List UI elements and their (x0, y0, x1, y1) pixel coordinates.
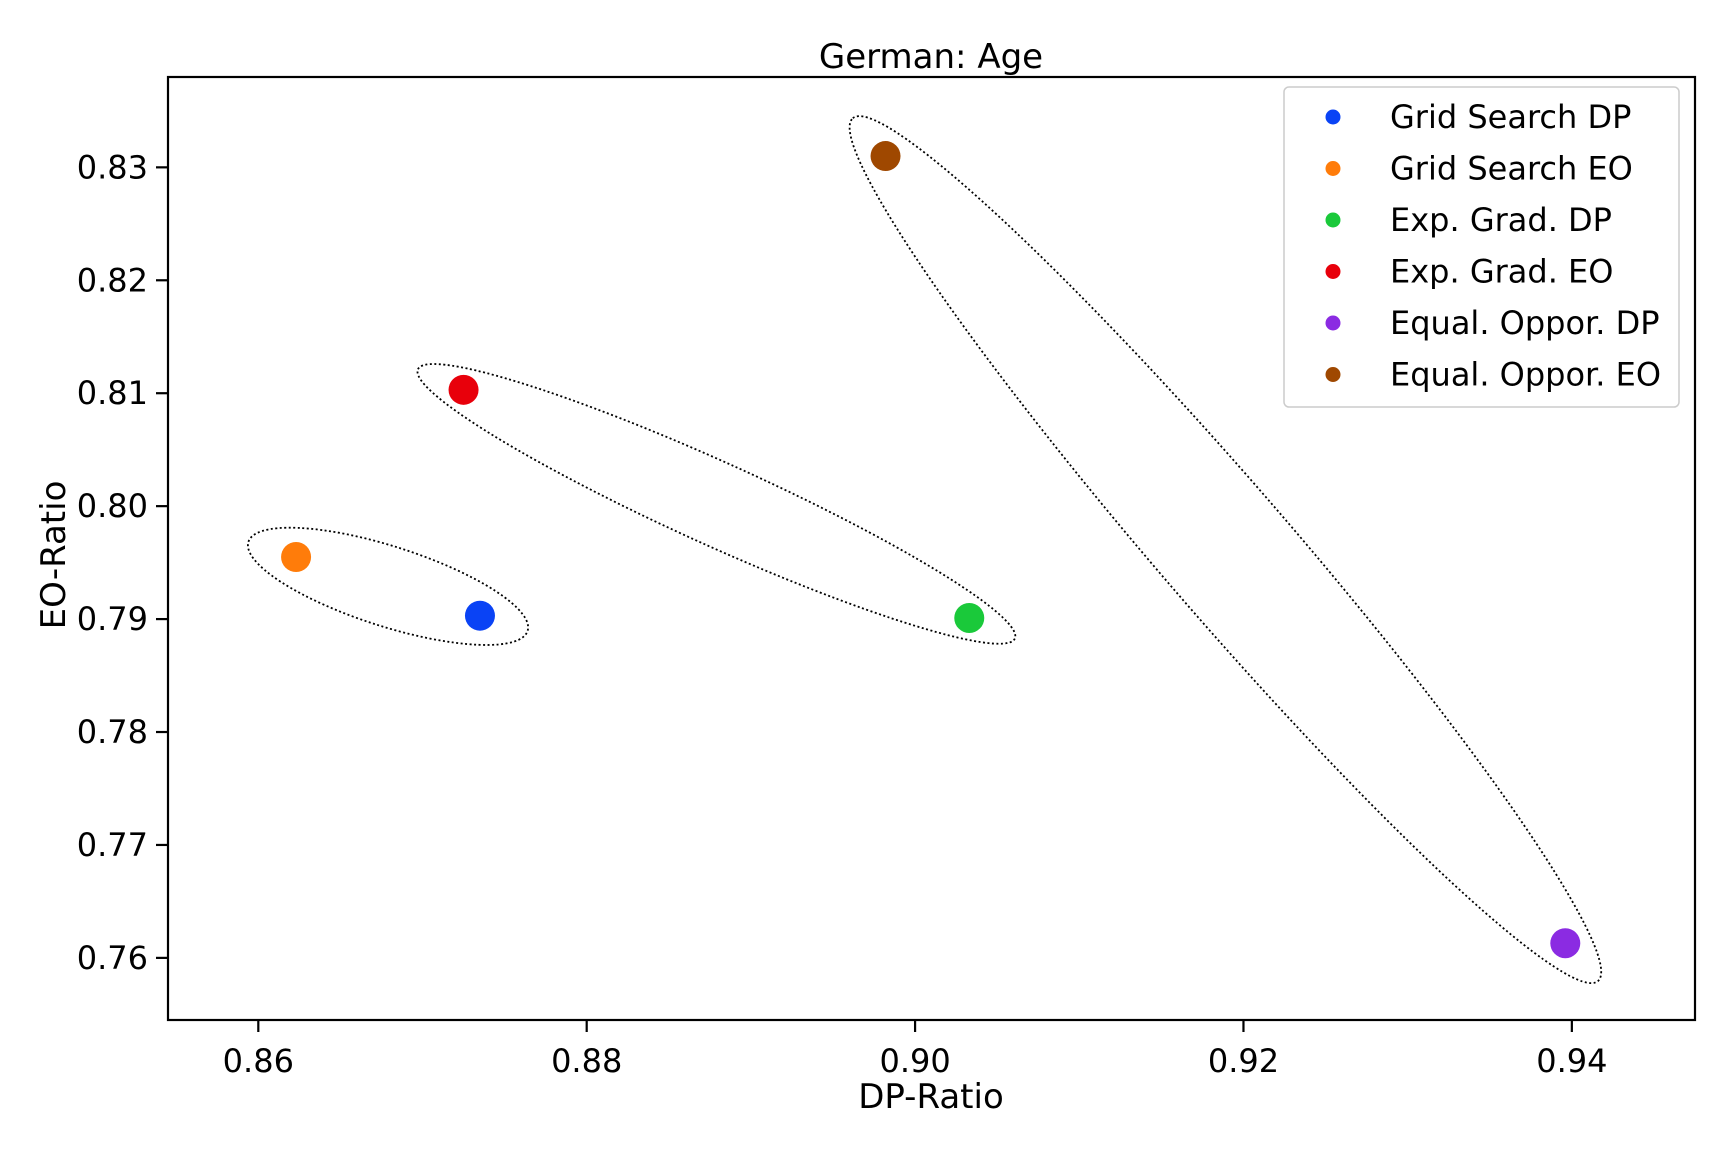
y-tick-label: 0.83 (77, 148, 148, 186)
y-tick-label: 0.81 (77, 374, 148, 412)
legend-frame (1283, 86, 1680, 408)
x-tick-label: 0.88 (551, 1042, 622, 1080)
y-tick-label: 0.77 (77, 826, 148, 864)
legend-marker (1325, 315, 1341, 331)
y-tick-label: 0.79 (77, 600, 148, 638)
legend-items: Grid Search DP Grid Search EO Exp. Grad. D… (1325, 98, 1661, 394)
legend-marker (1325, 264, 1341, 279)
x-tick-label: 0.90 (879, 1042, 950, 1080)
data-point (870, 141, 901, 172)
legend-marker (1325, 109, 1341, 125)
legend: Grid Search DP Grid Search EO Exp. Grad. D… (1283, 86, 1680, 408)
y-tick-label: 0.76 (77, 939, 148, 977)
y-axis-ticks: 0.76 0.77 0.78 0.79 0.80 0.81 0.82 0.83 (77, 148, 168, 977)
legend-label: Exp. Grad. DP (1390, 201, 1612, 239)
y-tick-label: 0.78 (77, 713, 148, 751)
legend-label: Grid Search DP (1390, 98, 1631, 136)
x-axis-label: DP-Ratio (858, 1077, 1004, 1117)
data-point (464, 600, 495, 631)
x-tick-label: 0.86 (223, 1042, 294, 1080)
legend-marker (1325, 212, 1341, 228)
group-ellipse (848, 115, 1603, 985)
plot-frame (166, 75, 1697, 1022)
x-tick-label: 0.94 (1536, 1042, 1607, 1080)
group-ellipse (416, 363, 1017, 645)
group-ellipse (247, 526, 530, 646)
data-point (954, 602, 985, 633)
legend-marker (1325, 161, 1341, 176)
y-tick-label: 0.82 (77, 261, 148, 299)
legend-marker (1325, 367, 1341, 382)
legend-label: Equal. Oppor. EO (1390, 356, 1661, 394)
data-point (448, 374, 479, 405)
y-axis-label: EO-Ratio (34, 481, 74, 630)
legend-label: Exp. Grad. EO (1390, 253, 1613, 291)
group-ellipses (247, 115, 1603, 985)
legend-label: Equal. Oppor. DP (1390, 304, 1660, 342)
data-point (281, 541, 312, 572)
x-tick-label: 0.92 (1208, 1042, 1279, 1080)
y-tick-label: 0.80 (77, 487, 148, 525)
legend-label: Grid Search EO (1390, 150, 1633, 188)
data-point (1550, 928, 1581, 959)
data-points (281, 141, 1581, 959)
chart-title: German: Age (819, 37, 1043, 77)
x-axis-ticks: 0.86 0.88 0.90 0.92 0.94 (223, 1020, 1607, 1080)
